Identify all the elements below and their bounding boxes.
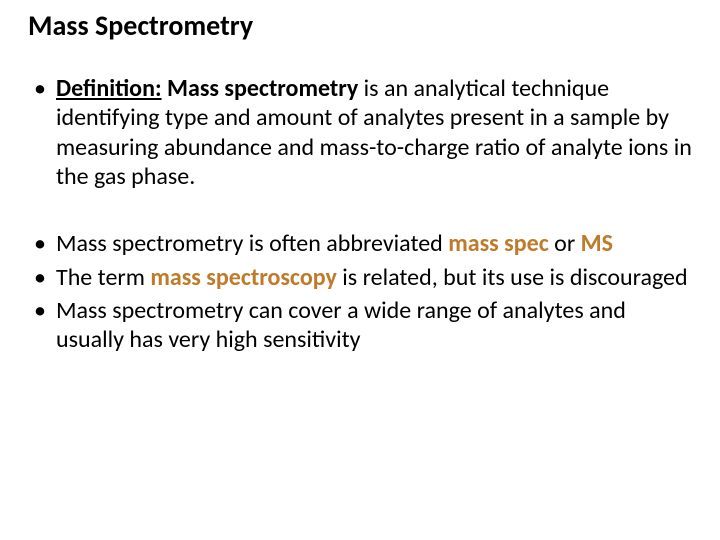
bullet-text: The term [56,263,150,292]
definition-term: Mass spectrometry [167,74,358,103]
accent-term: mass spectroscopy [150,263,337,292]
spacer [28,195,692,229]
slide-title: Mass Spectrometry [28,10,692,42]
list-item: The term mass spectroscopy is related, b… [28,263,692,292]
bullet-list-2: Mass spectrometry is often abbreviated m… [28,229,692,354]
bullet-text: Mass spectrometry is often abbreviated [56,229,448,258]
list-item: Mass spectrometry can cover a wide range… [28,296,692,355]
definition-label: Definition: [56,74,162,103]
bullet-text: or [549,229,581,258]
accent-term: mass spec [448,229,549,258]
accent-term: MS [581,229,613,258]
slide: Mass Spectrometry Definition: Mass spect… [0,0,720,540]
bullet-list-1: Definition: Mass spectrometry is an anal… [28,74,692,191]
bullet-text: is related, but its use is discouraged [337,263,688,292]
list-item: Mass spectrometry is often abbreviated m… [28,229,692,258]
list-item: Definition: Mass spectrometry is an anal… [28,74,692,191]
bullet-text: Mass spectrometry can cover a wide range… [56,296,626,354]
